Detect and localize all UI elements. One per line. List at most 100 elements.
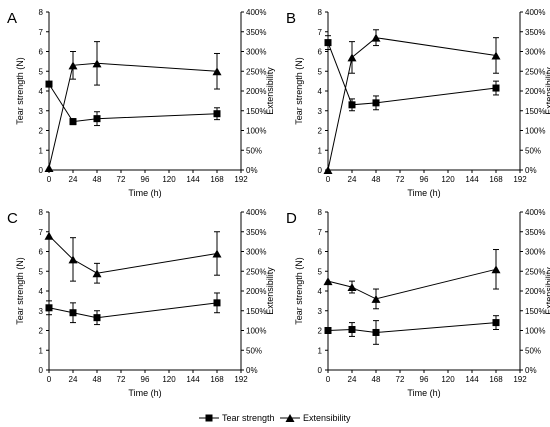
y-right-tick-label: 0% bbox=[525, 366, 537, 375]
data-point-triangle bbox=[212, 67, 222, 76]
x-tick-label: 0 bbox=[47, 175, 52, 184]
x-tick-label: 144 bbox=[465, 175, 479, 184]
legend-ext-label: Extensibility bbox=[303, 413, 351, 423]
x-tick-label: 144 bbox=[465, 375, 479, 384]
y-left-tick-label: 1 bbox=[39, 346, 44, 355]
x-tick-label: 168 bbox=[489, 175, 503, 184]
y-right-tick-label: 350% bbox=[525, 28, 545, 37]
y-right-tick-label: 300% bbox=[525, 48, 545, 57]
panel-letter: C bbox=[7, 210, 18, 227]
x-tick-label: 192 bbox=[513, 175, 527, 184]
data-point-triangle bbox=[491, 265, 501, 274]
y-right-tick-label: 350% bbox=[246, 28, 266, 37]
y-left-axis-title: Tear strength (N) bbox=[294, 257, 304, 325]
x-tick-label: 48 bbox=[372, 375, 381, 384]
y-left-tick-label: 4 bbox=[318, 287, 323, 296]
legend-ext-marker bbox=[285, 414, 295, 422]
y-left-tick-label: 2 bbox=[318, 127, 323, 136]
data-point-triangle bbox=[68, 255, 78, 264]
y-left-tick-label: 0 bbox=[39, 366, 44, 375]
series-triangle bbox=[44, 231, 222, 284]
series-triangle bbox=[323, 29, 501, 174]
y-right-tick-label: 150% bbox=[246, 107, 266, 116]
y-left-tick-label: 6 bbox=[39, 48, 44, 57]
y-left-tick-label: 3 bbox=[318, 107, 323, 116]
x-tick-label: 120 bbox=[162, 175, 176, 184]
data-point-square bbox=[69, 118, 77, 126]
x-axis-title: Time (h) bbox=[407, 388, 440, 398]
x-tick-label: 48 bbox=[93, 175, 102, 184]
y-left-tick-label: 8 bbox=[39, 8, 44, 17]
data-point-square bbox=[93, 115, 101, 123]
y-right-tick-label: 200% bbox=[246, 87, 266, 96]
x-tick-label: 120 bbox=[162, 375, 176, 384]
y-right-axis-title: Extensibility bbox=[265, 67, 275, 115]
data-point-triangle bbox=[92, 59, 102, 68]
y-right-tick-label: 100% bbox=[525, 327, 545, 336]
x-tick-label: 24 bbox=[348, 175, 357, 184]
legend-tear-label: Tear strength bbox=[222, 413, 275, 423]
series-line bbox=[327, 37, 497, 171]
y-left-tick-label: 6 bbox=[318, 48, 323, 57]
x-tick-label: 96 bbox=[141, 375, 150, 384]
y-right-axis-title: Extensibility bbox=[544, 67, 550, 115]
y-left-tick-label: 7 bbox=[39, 228, 44, 237]
series-square bbox=[45, 292, 221, 326]
data-point-square bbox=[45, 304, 53, 312]
series-line bbox=[327, 268, 497, 300]
y-right-tick-label: 350% bbox=[246, 228, 266, 237]
x-tick-label: 144 bbox=[186, 175, 200, 184]
y-right-axis-title: Extensibility bbox=[265, 267, 275, 315]
y-left-tick-label: 3 bbox=[318, 307, 323, 316]
data-point-triangle bbox=[371, 294, 381, 303]
y-left-tick-label: 5 bbox=[318, 267, 323, 276]
data-point-square bbox=[324, 39, 332, 47]
series-line bbox=[48, 302, 218, 319]
x-tick-label: 120 bbox=[441, 375, 455, 384]
y-right-tick-label: 400% bbox=[246, 208, 266, 217]
y-left-tick-label: 1 bbox=[318, 346, 323, 355]
y-left-tick-label: 8 bbox=[318, 208, 323, 217]
y-right-tick-label: 300% bbox=[246, 48, 266, 57]
legend: Tear strength Extensibility bbox=[199, 413, 351, 423]
series-square bbox=[324, 315, 500, 345]
x-tick-label: 168 bbox=[210, 175, 224, 184]
data-point-triangle bbox=[212, 249, 222, 258]
series-triangle bbox=[44, 41, 222, 173]
x-tick-label: 96 bbox=[420, 375, 429, 384]
y-left-tick-label: 3 bbox=[39, 307, 44, 316]
y-left-tick-label: 5 bbox=[318, 67, 323, 76]
y-left-axis-title: Tear strength (N) bbox=[294, 57, 304, 125]
y-left-tick-label: 0 bbox=[39, 166, 44, 175]
y-left-tick-label: 0 bbox=[318, 366, 323, 375]
data-point-square bbox=[213, 299, 221, 307]
y-left-tick-label: 6 bbox=[318, 248, 323, 257]
panel-B: B 0 1 2 3 4 5 6 7 8 0% 50% 100% 150% 200% 250% 300% 350% 4… bbox=[286, 8, 550, 198]
x-tick-label: 0 bbox=[326, 175, 331, 184]
y-right-tick-label: 100% bbox=[246, 127, 266, 136]
series-line bbox=[327, 322, 497, 334]
legend-tear-marker bbox=[205, 414, 213, 422]
y-right-tick-label: 50% bbox=[525, 146, 541, 155]
data-point-square bbox=[69, 309, 77, 317]
x-tick-label: 72 bbox=[396, 375, 405, 384]
x-axis-title: Time (h) bbox=[128, 388, 161, 398]
y-left-tick-label: 4 bbox=[39, 287, 44, 296]
y-right-tick-label: 0% bbox=[246, 366, 258, 375]
series-line bbox=[48, 83, 218, 123]
x-tick-label: 168 bbox=[210, 375, 224, 384]
data-point-square bbox=[213, 110, 221, 118]
y-left-axis-title: Tear strength (N) bbox=[15, 57, 25, 125]
y-right-tick-label: 50% bbox=[525, 346, 541, 355]
y-right-tick-label: 400% bbox=[246, 8, 266, 17]
data-point-triangle bbox=[323, 166, 333, 174]
data-point-square bbox=[324, 327, 332, 334]
x-tick-label: 24 bbox=[348, 375, 357, 384]
y-right-tick-label: 250% bbox=[246, 267, 266, 276]
x-tick-label: 144 bbox=[186, 375, 200, 384]
x-tick-label: 120 bbox=[441, 175, 455, 184]
panel-letter: D bbox=[286, 210, 297, 227]
y-right-tick-label: 100% bbox=[246, 327, 266, 336]
x-tick-label: 96 bbox=[420, 175, 429, 184]
y-right-tick-label: 350% bbox=[525, 228, 545, 237]
